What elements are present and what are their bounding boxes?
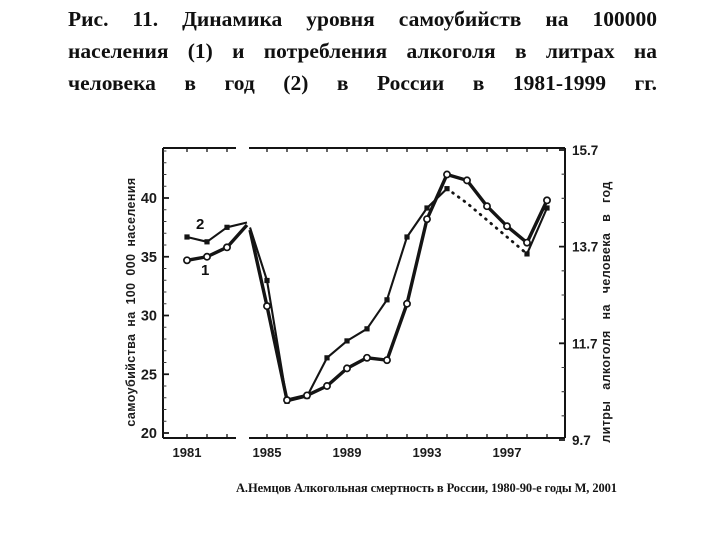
marker-filled-square-alcohol [204,239,210,245]
marker-open-circle-suicides [543,196,551,205]
right-tick-label: 9.7 [572,433,591,448]
series-line-alcohol [186,221,248,243]
x-tick-label: 1989 [333,445,362,460]
series-line-alcohol-dashed [445,187,529,256]
left-axis-minor-ticks [163,150,167,422]
marker-filled-square-alcohol [404,234,410,240]
series-line-suicides [248,172,549,402]
series-line-alcohol [526,207,548,255]
figure-title: Рис. 11. Динамика уровня самоубийств на … [68,3,657,99]
marker-filled-square-alcohol [224,224,230,230]
right-axis-title: литры алкоголя на человека в год [599,181,613,443]
marker-open-circle-suicides [503,222,511,231]
left-axis-title: самоубийства на 100 000 населения [124,177,138,427]
marker-open-circle-suicides [343,364,351,373]
marker-open-circle-suicides [203,252,211,261]
marker-open-circle-suicides [363,353,371,362]
marker-open-circle-suicides [483,202,491,211]
marker-filled-square-alcohol [544,205,550,211]
left-tick-label: 20 [141,426,157,442]
left-tick-label: 35 [141,250,157,266]
marker-filled-square-alcohol [324,355,330,361]
series-label-suicides: 1 [201,262,210,279]
marker-open-circle-suicides [183,256,191,265]
marker-open-circle-suicides [463,176,471,185]
left-tick-label: 30 [141,309,157,325]
marker-open-circle-suicides [323,382,331,390]
marker-filled-square-alcohol [184,234,190,240]
marker-open-circle-suicides [223,243,231,252]
right-tick-label: 11.7 [572,336,598,351]
x-tick-label: 1997 [493,445,522,460]
marker-open-circle-suicides [403,299,411,308]
series-label-alcohol: 2 [196,216,205,233]
marker-filled-square-alcohol [444,186,450,192]
marker-filled-square-alcohol [344,338,350,344]
left-tick-label: 25 [141,367,157,383]
marker-open-circle-suicides [303,391,311,400]
right-axis-minor-ticks [561,173,565,417]
right-tick-label: 15.7 [572,143,598,158]
right-tick-label: 13.7 [572,240,598,255]
marker-open-circle-suicides [283,396,291,405]
x-tick-label: 1993 [413,445,442,460]
marker-open-circle-suicides [383,356,391,365]
series-line-suicides [186,223,249,262]
figure-title-line-1: Рис. 11. Динамика уровня самоубийств на … [68,7,657,31]
marker-open-circle-suicides [423,215,431,224]
marker-filled-square-alcohol [264,277,270,284]
marker-open-circle-suicides [263,302,271,311]
figure-title-line-3: человека в год (2) в России в 1981-1999 … [68,71,657,95]
left-tick-label: 40 [141,191,157,207]
x-tick-label: 1981 [173,445,202,460]
marker-open-circle-suicides [443,170,451,179]
marker-open-circle-suicides [523,238,531,247]
left-axis-major-ticks [163,197,169,434]
x-tick-label: 1985 [253,445,282,460]
plot-frame [162,147,566,439]
marker-filled-square-alcohol [424,205,430,211]
figure-title-line-2: населения (1) и потребления алкоголя в л… [68,39,657,63]
marker-filled-square-alcohol [384,297,390,303]
x-axis-ticks [186,148,548,438]
source-caption: А.Немцов Алкогольная смертность в России… [236,481,617,495]
marker-filled-square-alcohol [524,251,530,257]
right-axis-major-ticks [559,149,565,441]
marker-filled-square-alcohol [364,326,370,332]
